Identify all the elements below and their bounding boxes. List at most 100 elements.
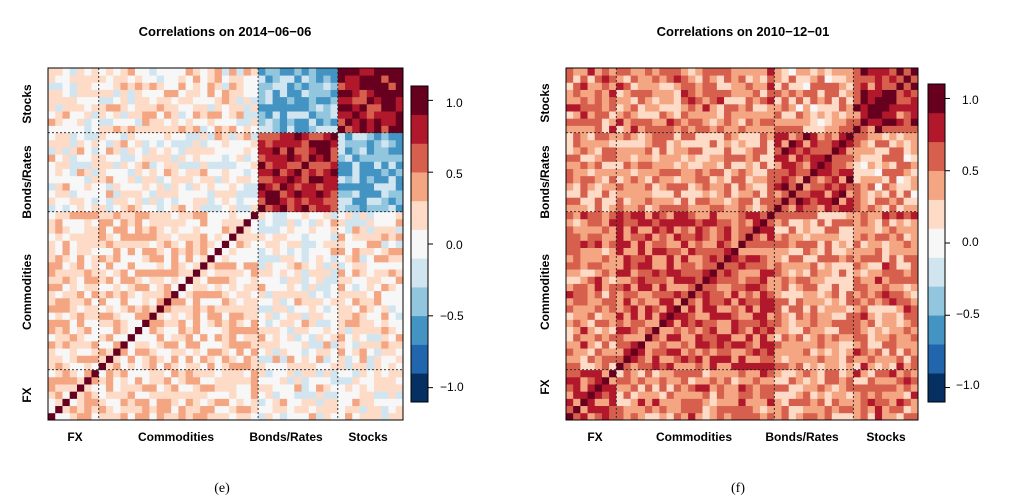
heatmap-cell [156, 254, 165, 263]
heatmap-cell [55, 269, 63, 277]
heatmap-cell [301, 240, 310, 248]
heatmap-cell [580, 369, 588, 378]
heatmap-cell [781, 132, 790, 141]
heatmap-cell [337, 254, 346, 263]
heatmap-cell [265, 412, 273, 421]
heatmap-cell [48, 391, 56, 399]
heatmap-cell [323, 369, 331, 378]
heatmap-cell [652, 405, 660, 414]
heatmap-cell [323, 384, 331, 392]
heatmap-cell [62, 297, 71, 306]
heatmap-cell [163, 75, 172, 83]
heatmap-cell [149, 333, 158, 342]
heatmap-cell [680, 147, 689, 155]
heatmap-cell [573, 204, 581, 213]
heatmap-cell [803, 125, 811, 134]
heatmap-cell [337, 75, 346, 83]
heatmap-cell [337, 240, 346, 248]
heatmap-cell [55, 326, 63, 335]
heatmap-cell [853, 305, 861, 313]
heatmap-cell [652, 68, 660, 76]
heatmap-cell [163, 139, 172, 148]
heatmap-cell [221, 82, 230, 90]
heatmap-cell [645, 132, 653, 141]
heatmap-cell [803, 247, 811, 256]
heatmap-cell [395, 355, 404, 363]
heatmap-cell [330, 132, 339, 141]
heatmap-cell [724, 348, 732, 356]
heatmap-cell [889, 355, 897, 363]
heatmap-cell [666, 154, 675, 162]
heatmap-cell [831, 355, 840, 363]
heatmap-cell [134, 247, 143, 256]
heatmap-cell [838, 340, 847, 349]
heatmap-cell [330, 355, 339, 363]
heatmap-cell [308, 168, 317, 177]
heatmap-cell [601, 333, 610, 342]
heatmap-cell [185, 103, 194, 112]
heatmap-cell [55, 89, 63, 98]
heatmap-cell [831, 412, 840, 421]
heatmap-cell [609, 103, 617, 112]
heatmap-cell [178, 147, 187, 155]
heatmap-cell [587, 96, 596, 105]
heatmap-cell [860, 125, 869, 134]
heatmap-cell [178, 111, 187, 119]
heatmap-cell [838, 355, 847, 363]
heatmap-cell [680, 197, 689, 205]
heatmap-cell [214, 412, 223, 421]
heatmap-cell [98, 175, 107, 184]
heatmap-cell [774, 276, 782, 284]
heatmap-cell [573, 369, 581, 378]
heatmap-cell [759, 204, 768, 213]
heatmap-cell [680, 182, 689, 191]
heatmap-cell [817, 111, 826, 119]
heatmap-cell [673, 68, 682, 76]
heatmap-cell [781, 89, 790, 98]
heatmap-cell [105, 269, 114, 277]
heatmap-cell [55, 247, 63, 256]
heatmap-cell [229, 82, 237, 90]
heatmap-cell [294, 75, 302, 83]
heatmap-cell [709, 226, 718, 234]
heatmap-cell [258, 319, 266, 328]
heatmap-cell [680, 276, 689, 284]
heatmap-cell [69, 326, 78, 335]
heatmap-cell [207, 103, 216, 112]
heatmap-cell [294, 111, 302, 119]
heatmap-cell [192, 204, 201, 213]
heatmap-cell [243, 103, 252, 112]
heatmap-cell [207, 118, 216, 126]
heatmap-cell [831, 254, 840, 263]
heatmap-cell [105, 204, 114, 213]
heatmap-cell [178, 211, 187, 220]
heatmap-cell [352, 139, 360, 148]
heatmap-cell [738, 305, 746, 313]
heatmap-cell [788, 305, 797, 313]
heatmap-cell [366, 369, 375, 378]
heatmap-cell [330, 218, 339, 227]
heatmap-cell [134, 305, 143, 313]
heatmap-cell [395, 398, 404, 407]
heatmap-cell [774, 326, 782, 335]
heatmap-cell [680, 261, 689, 270]
heatmap-cell [381, 412, 389, 421]
heatmap-cell [882, 111, 890, 119]
heatmap-cell [323, 139, 331, 148]
heatmap-cell [395, 68, 404, 76]
heatmap-cell [609, 218, 617, 227]
heatmap-cell [709, 125, 718, 134]
heatmap-cell [113, 154, 121, 162]
heatmap-cell [774, 376, 782, 385]
heatmap-cell [795, 132, 804, 141]
heatmap-cell [279, 376, 288, 385]
heatmap-cell [84, 405, 92, 414]
heatmap-cell [745, 348, 754, 356]
heatmap-cell [594, 125, 603, 134]
heatmap-cell [745, 326, 754, 335]
heatmap-cell [301, 398, 310, 407]
heatmap-cell [601, 75, 610, 83]
heatmap-cell [294, 96, 302, 105]
heatmap-cell [795, 82, 804, 90]
heatmap-cell [594, 132, 603, 141]
